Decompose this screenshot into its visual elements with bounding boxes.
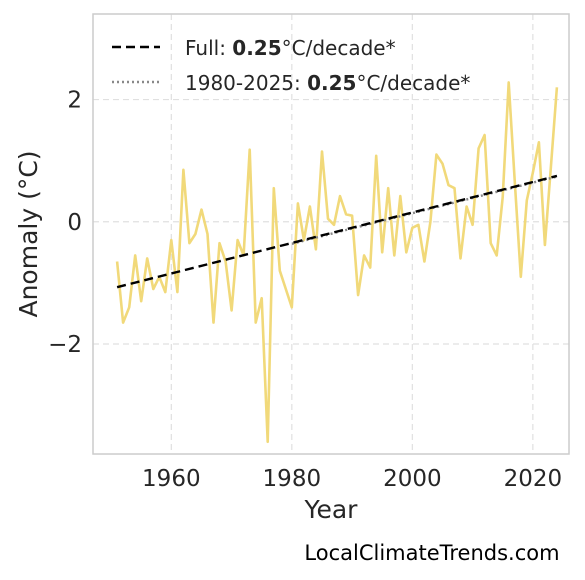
legend-full-prefix: Full: xyxy=(185,36,232,60)
legend-recent-prefix: 1980-2025: xyxy=(185,71,307,95)
plot-frame xyxy=(92,13,570,455)
y-tick-labels: −2 0 2 xyxy=(48,88,82,358)
legend-recent-label: 1980-2025: 0.25°C/decade* xyxy=(185,71,470,95)
y-tick-label: 2 xyxy=(67,88,82,114)
y-tick-label: 0 xyxy=(67,210,82,236)
trend-line-full xyxy=(116,174,558,289)
x-tick-label: 2020 xyxy=(504,466,563,492)
x-tick-labels: 1960 1980 2000 2020 xyxy=(142,466,562,492)
trend-lines xyxy=(116,174,558,289)
x-tick-label: 2000 xyxy=(383,466,442,492)
anomaly-line xyxy=(115,81,559,444)
legend: Full: 0.25°C/decade* 1980-2025: 0.25°C/d… xyxy=(112,36,470,95)
grid xyxy=(93,14,569,454)
y-tick-label: −2 xyxy=(48,332,82,358)
x-tick-label: 1960 xyxy=(142,466,201,492)
legend-full-label: Full: 0.25°C/decade* xyxy=(185,36,396,60)
legend-full-value: 0.25 xyxy=(232,36,281,60)
legend-recent-value: 0.25 xyxy=(307,71,356,95)
anomaly-series xyxy=(115,81,559,444)
legend-full-suffix: °C/decade* xyxy=(282,36,396,60)
y-axis-label: Anomaly (°C) xyxy=(14,150,43,317)
x-axis-label: Year xyxy=(304,495,359,524)
x-tick-label: 1980 xyxy=(263,466,322,492)
legend-recent-suffix: °C/decade* xyxy=(356,71,470,95)
source-label: LocalClimateTrends.com xyxy=(304,541,559,565)
